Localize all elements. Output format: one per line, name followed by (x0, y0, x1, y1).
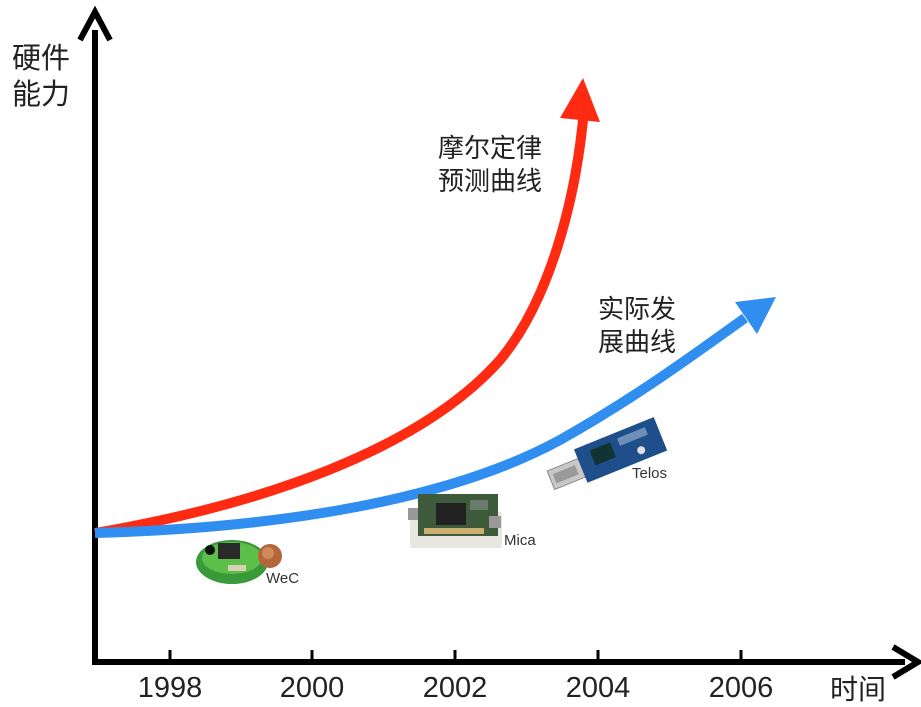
device-label-wec: WeC (266, 570, 300, 587)
actual-curve-arrowhead (735, 297, 776, 334)
x-axis (92, 644, 921, 680)
moore-law-label-line1: 摩尔定律 (438, 134, 543, 164)
y-axis-label-line2: 能力 (12, 77, 71, 112)
device-label-mica: Mica (504, 532, 536, 549)
actual-curve-label-line2: 展曲线 (598, 327, 677, 358)
actual-curve (94, 313, 748, 538)
x-tick-label: 2002 (422, 672, 488, 704)
actual-curve-label: 实际发 展曲线 (598, 294, 676, 359)
x-tick-label: 2000 (279, 672, 345, 704)
y-axis-label-line1: 硬件 (12, 41, 71, 75)
x-tick-label: 1998 (137, 672, 203, 704)
telos-usb-sensor-photo (546, 417, 668, 491)
mica-sensor-board-photo (408, 494, 502, 548)
moore-law-curve (94, 119, 588, 538)
x-axis-label: 时间 (830, 673, 887, 706)
moore-law-arrowhead (560, 78, 600, 122)
actual-curve-label-line1: 实际发 (598, 295, 677, 325)
y-axis (77, 5, 113, 665)
x-tick-label: 2004 (565, 672, 631, 704)
x-tick-label: 2006 (708, 672, 774, 704)
y-axis-label: 硬件 能力 (12, 40, 70, 113)
x-tick-marks (168, 650, 743, 662)
moore-law-curve-label: 摩尔定律 预测曲线 (438, 133, 542, 198)
wec-sensor-board-photo (196, 540, 282, 584)
moore-law-label-line2: 预测曲线 (438, 166, 543, 197)
device-label-telos: Telos (632, 465, 668, 482)
